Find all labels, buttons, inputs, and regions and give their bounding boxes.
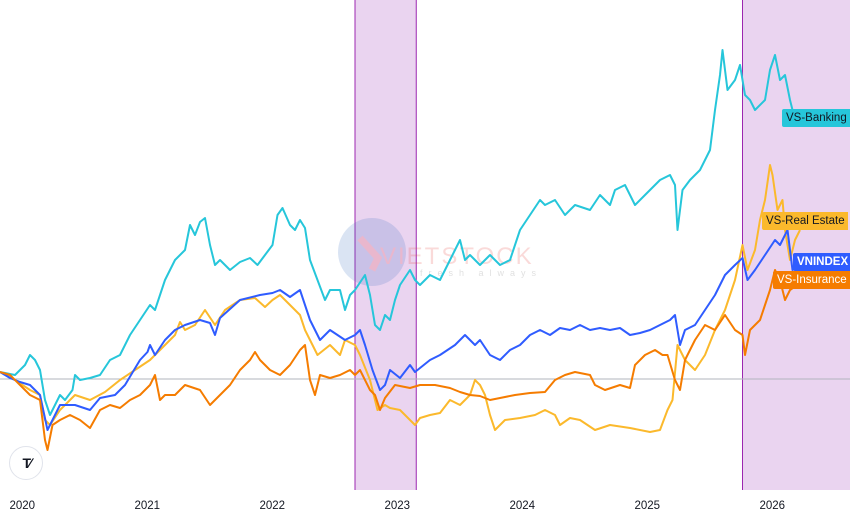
series-line-vs-insurance — [0, 269, 801, 451]
x-tick-label: 2025 — [634, 500, 660, 512]
x-tick-label: 2026 — [759, 500, 785, 512]
x-tick-label: 2021 — [134, 500, 160, 512]
series-label-vs-insurance: VS-Insurance — [773, 271, 850, 289]
series-label-vs-banking: VS-Banking — [782, 109, 850, 127]
x-tick-label: 2023 — [384, 500, 410, 512]
watermark-logo-icon — [338, 218, 406, 286]
tradingview-logo-icon[interactable]: T∕ — [9, 446, 43, 480]
watermark: VIETSTOCK fresh always — [338, 218, 542, 286]
x-axis-ticks: 2020 2021 2022 2023 2024 2025 2026 — [9, 500, 785, 512]
watermark-tagline: fresh always — [420, 268, 542, 278]
highlight-band — [355, 0, 417, 490]
series-lines — [0, 49, 801, 451]
x-tick-label: 2024 — [509, 500, 535, 512]
x-tick-label: 2020 — [9, 500, 35, 512]
series-label-vnindex: VNINDEX — [793, 253, 850, 271]
x-tick-label: 2022 — [259, 500, 285, 512]
series-line-vs-banking — [0, 49, 801, 416]
highlight-bands — [354, 0, 850, 490]
highlight-band — [742, 0, 850, 490]
series-line-vnindex — [0, 229, 801, 431]
series-label-vs-real-estate: VS-Real Estate — [762, 212, 848, 230]
